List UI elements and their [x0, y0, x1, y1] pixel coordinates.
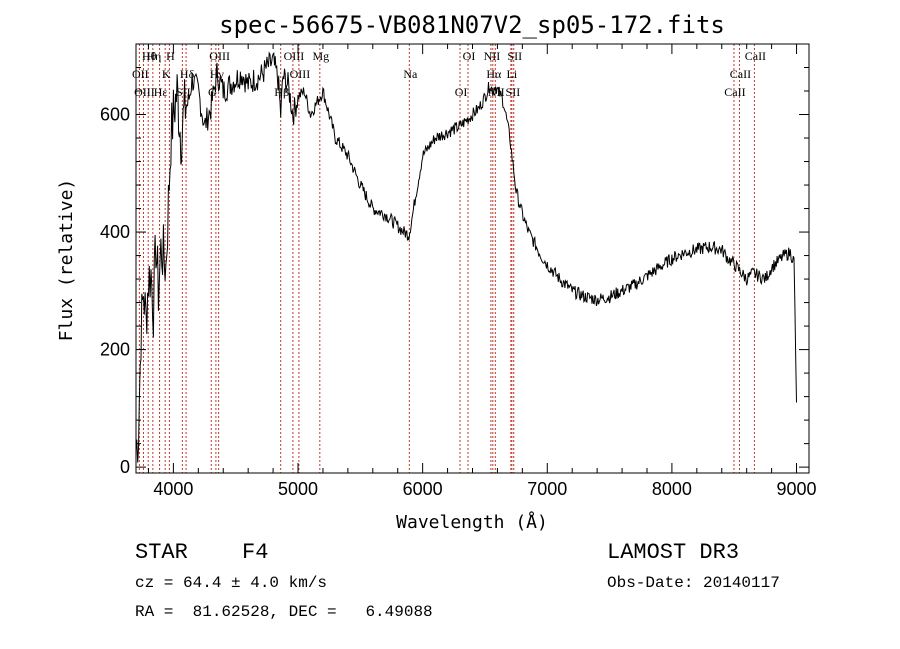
spectral-line-label: Hθ: [142, 49, 157, 63]
axes: 4000 5000 6000 7000 8000 9000 0 200 400 600: [100, 43, 817, 499]
survey-name: LAMOST DR3: [607, 540, 740, 565]
spectral-line-label: Hη: [146, 49, 161, 63]
spectral-line-label: Hβ: [274, 85, 289, 99]
object-subclass: F4: [242, 540, 269, 565]
y-tick-label: 200: [100, 340, 130, 360]
x-tick-label: 9000: [777, 479, 817, 499]
spectral-line-label: K: [162, 67, 171, 81]
x-tick-label: 8000: [652, 479, 692, 499]
spectral-line-label: OI: [463, 49, 476, 63]
spectral-line-label: SII: [506, 85, 521, 99]
x-tick-label: 7000: [527, 479, 567, 499]
spectral-line-label: NII: [484, 49, 501, 63]
x-tick-label: 4000: [153, 479, 193, 499]
spectral-line-labels: HθOIIOIIIHηKHεHHδSIIOIIIHγGOIIIOIIIHβMgN…: [132, 49, 766, 99]
y-axis-label: Flux (relative): [56, 179, 77, 342]
spectral-line-label: CaII: [745, 49, 766, 63]
series-line: [135, 51, 797, 463]
series-layer: [135, 51, 797, 463]
spectral-line-label: CaII: [730, 67, 751, 81]
spectral-line-label: SII: [176, 85, 191, 99]
obs-date-text: Obs-Date: 20140117: [607, 574, 780, 592]
spectral-line-label: Hα: [486, 67, 502, 81]
y-tick-label: 600: [100, 105, 130, 125]
spectral-line-label: OII: [132, 67, 149, 81]
spectral-line-label: Mg: [312, 49, 329, 63]
y-tick-label: 400: [100, 222, 130, 242]
spectral-line-label: OIII: [290, 67, 311, 81]
y-tick-label: 0: [120, 457, 130, 477]
spectral-line-label: OI: [455, 85, 468, 99]
spectral-line-label: Hε: [154, 85, 168, 99]
x-tick-label: 6000: [403, 479, 443, 499]
spectral-line-markers: [138, 44, 755, 473]
chart-title: spec-56675-VB081N07V2_sp05-172.fits: [219, 11, 725, 39]
plot-frame: [135, 43, 810, 474]
spectral-line-label: H: [166, 49, 175, 63]
spectral-line-label: OIII: [209, 49, 230, 63]
object-class: STAR: [135, 540, 188, 565]
spectral-line-label: Hγ: [210, 67, 225, 81]
x-tick-label: 5000: [278, 479, 318, 499]
spectral-line-label: SII: [507, 49, 522, 63]
x-axis-label: Wavelength (Å): [396, 511, 548, 533]
spectral-line-label: OIII: [284, 49, 305, 63]
spectral-line-label: Na: [403, 67, 418, 81]
spectral-line-label: G: [208, 85, 217, 99]
spectral-line-label: Li: [507, 67, 518, 81]
coordinates-text: RA = 81.62528, DEC = 6.49088: [135, 603, 433, 621]
spectral-line-label: OIII: [134, 85, 155, 99]
spectral-line-label: Hδ: [180, 67, 195, 81]
spectral-line-label: NII: [488, 85, 505, 99]
redshift-text: cz = 64.4 ± 4.0 km/s: [135, 574, 328, 592]
spectral-line-label: CaII: [724, 85, 745, 99]
